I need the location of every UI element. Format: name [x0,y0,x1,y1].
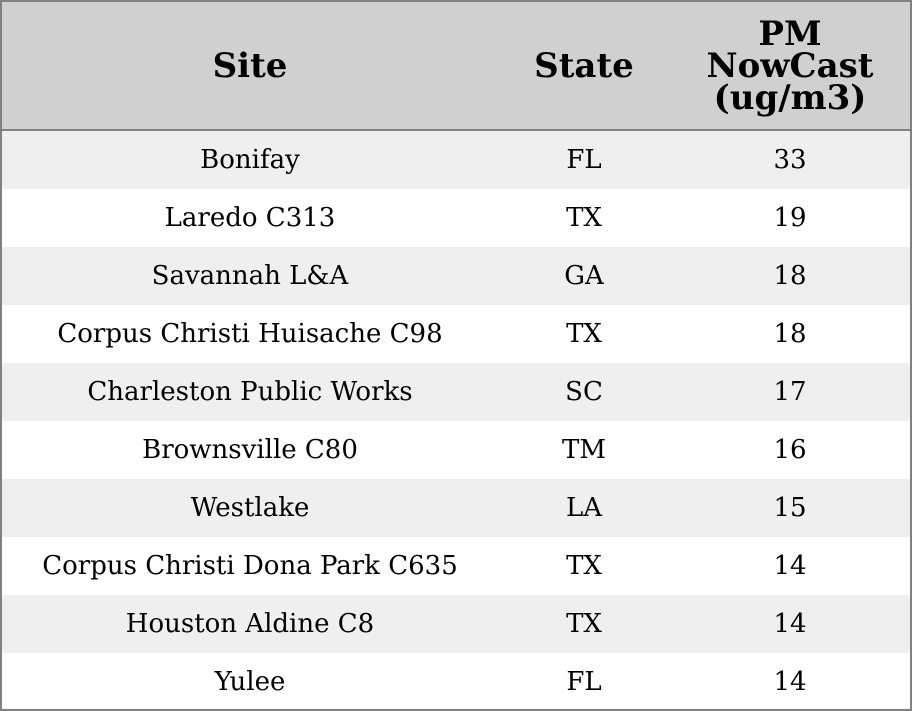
cell-state: TX [566,203,602,233]
cell-state: TX [566,609,602,639]
cell-state: GA [564,261,604,291]
cell-site: Yulee [214,667,286,697]
cell-state: LA [565,493,603,523]
cell-pm: 16 [773,435,807,465]
header-site: Site [2,2,498,129]
cell-site: Savannah L&A [151,261,349,291]
cell-pm: 18 [773,261,807,291]
cell-site: Charleston Public Works [87,377,413,407]
cell-site: Corpus Christi Huisache C98 [57,319,443,349]
cell-site: Brownsville C80 [142,435,358,465]
cell-pm: 14 [773,551,807,581]
cell-pm: 14 [773,667,807,697]
header-state: State [498,2,670,129]
table-body: Bonifay FL 33 Laredo C313 TX 19 Savannah L&A GA… [2,131,910,709]
cell-pm: 15 [773,493,807,523]
cell-pm: 14 [773,609,807,639]
header-pm-line-1: PM [758,13,822,54]
table-row: Yulee FL 14 [2,653,910,709]
cell-state: SC [565,377,603,407]
cell-pm: 19 [773,203,807,233]
cell-pm: 18 [773,319,807,349]
cell-state: TX [566,551,602,581]
table-row: Laredo C313 TX 19 [2,189,910,247]
table-row: Charleston Public Works SC 17 [2,363,910,421]
header-site-label: Site [212,45,288,86]
cell-state: FL [566,145,602,175]
header-pm: PM NowCast (ug/m3) [670,2,910,129]
table-row: Savannah L&A GA 18 [2,247,910,305]
table-row: Houston Aldine C8 TX 14 [2,595,910,653]
cell-site: Westlake [190,493,310,523]
table-row: Bonifay FL 33 [2,131,910,189]
table-row: Brownsville C80 TM 16 [2,421,910,479]
cell-state: TM [562,435,606,465]
table-row: Westlake LA 15 [2,479,910,537]
cell-state: TX [566,319,602,349]
cell-pm: 17 [773,377,807,407]
cell-site: Houston Aldine C8 [125,609,375,639]
cell-site: Corpus Christi Dona Park C635 [42,551,458,581]
table-header: Site State PM NowCast (ug/m3) [2,2,910,131]
cell-site: Laredo C313 [164,203,336,233]
cell-state: FL [566,667,602,697]
table-row: Corpus Christi Huisache C98 TX 18 [2,305,910,363]
cell-pm: 33 [773,145,807,175]
header-pm-line-3: (ug/m3) [713,77,867,118]
cell-site: Bonifay [200,145,300,175]
table-row: Corpus Christi Dona Park C635 TX 14 [2,537,910,595]
header-pm-line-2: NowCast [706,45,874,86]
header-state-label: State [534,45,634,86]
